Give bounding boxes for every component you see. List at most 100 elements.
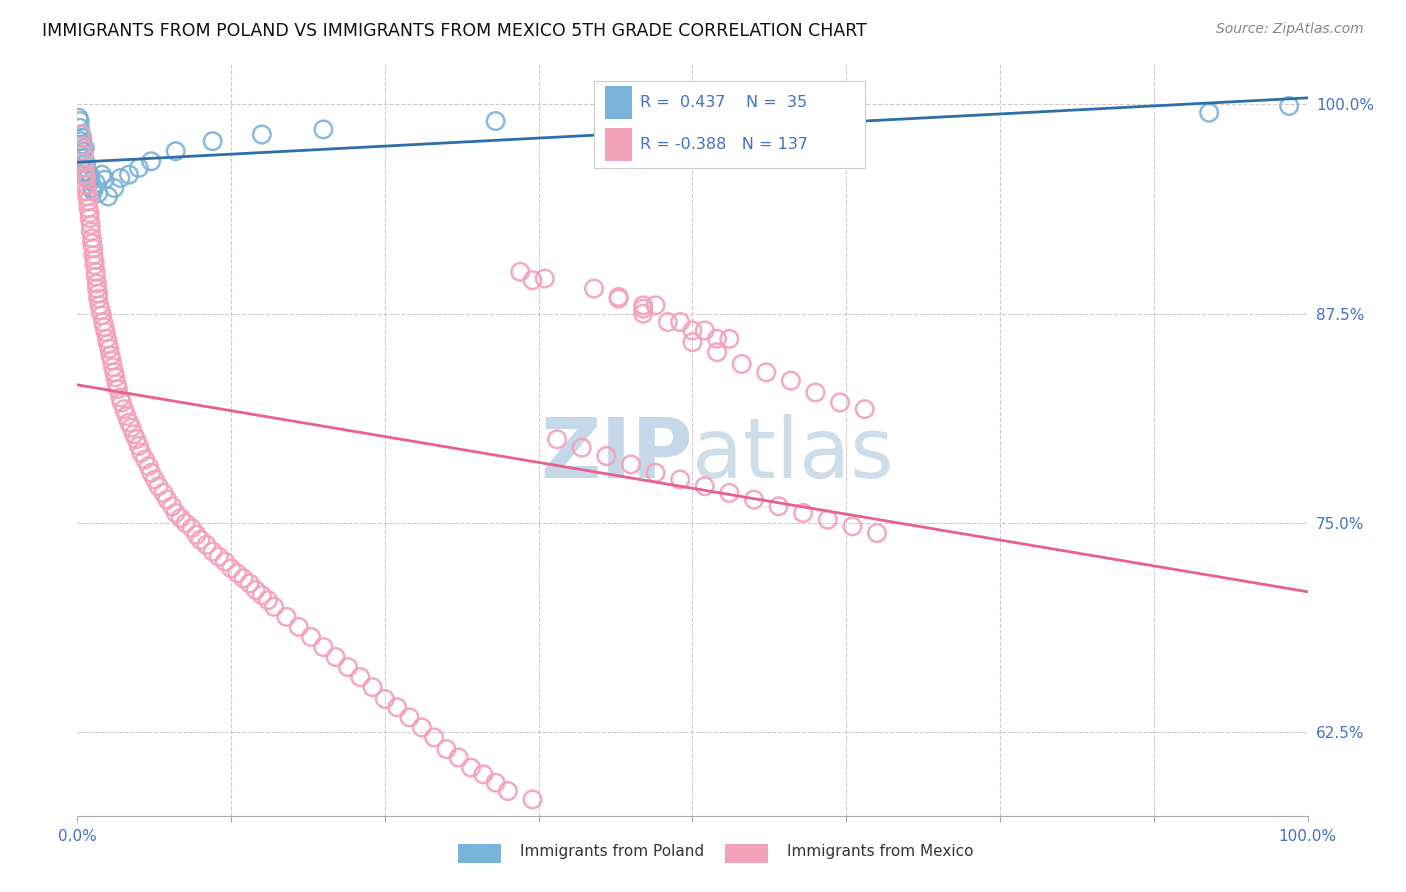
Point [94,325,117,339]
Point [84,265,107,279]
Point [148,479,170,493]
Point [853,402,876,417]
Point [866,526,889,541]
Point [208,549,231,564]
Text: Immigrants from Mexico: Immigrants from Mexico [787,845,974,859]
Point [595,449,617,463]
Point [447,750,470,764]
Point [817,513,839,527]
Point [188,533,212,547]
Point [70,130,93,145]
Point [70,128,93,142]
Point [633,301,655,316]
Point [657,111,679,125]
Point [141,466,163,480]
Point [82,236,104,251]
Point [103,181,125,195]
Point [91,315,114,329]
Point [607,290,630,304]
Point [160,500,183,514]
Point [755,365,778,379]
Point [83,258,105,272]
Point [97,189,120,203]
Point [731,357,754,371]
Point [111,395,132,409]
Point [76,185,98,199]
Point [633,298,655,312]
Point [70,134,93,148]
Point [77,171,100,186]
Point [385,700,409,714]
Point [152,486,174,500]
Point [77,201,100,215]
Point [257,593,280,607]
Point [398,710,420,724]
Point [485,775,508,789]
Point [374,692,396,706]
Point [118,416,141,430]
Point [657,315,679,329]
Point [312,122,335,136]
Point [180,521,202,535]
Point [89,298,111,312]
Point [128,161,150,175]
Text: atlas: atlas [693,414,894,495]
Point [170,511,193,525]
Point [97,336,120,351]
Point [472,767,495,781]
Point [226,566,249,581]
Point [75,156,97,170]
Point [583,281,606,295]
Point [841,519,863,533]
Point [361,680,384,694]
Point [72,151,94,165]
Point [80,174,103,188]
Point [522,792,544,806]
Point [633,307,655,321]
Point [96,332,118,346]
Point [122,427,145,442]
Point [93,172,115,186]
Point [107,382,129,396]
Point [276,610,298,624]
Point [82,185,104,199]
Point [73,168,96,182]
Point [121,420,143,434]
Point [571,441,593,455]
Point [509,265,531,279]
Point [299,630,322,644]
Point [804,385,827,400]
Point [72,145,94,159]
Point [110,391,132,405]
Point [112,402,135,417]
Point [288,620,311,634]
Point [186,528,208,542]
Point [534,271,557,285]
Point [325,650,347,665]
Point [105,377,128,392]
Point [792,506,814,520]
Point [460,761,482,775]
Point [80,218,103,232]
Point [219,561,242,575]
Point [129,446,153,460]
Point [101,353,124,368]
Point [75,178,97,192]
Point [80,225,103,239]
Point [70,128,93,142]
Point [250,588,273,602]
Point [69,120,91,135]
Point [337,660,360,674]
Point [693,323,716,337]
Point [644,466,666,480]
Point [76,164,98,178]
Point [103,365,125,379]
Point [90,309,114,323]
Point [742,492,765,507]
Point [70,137,93,152]
Point [706,332,728,346]
Point [718,486,741,500]
Point [143,473,166,487]
Point [349,670,371,684]
Text: Immigrants from Poland: Immigrants from Poland [520,845,704,859]
